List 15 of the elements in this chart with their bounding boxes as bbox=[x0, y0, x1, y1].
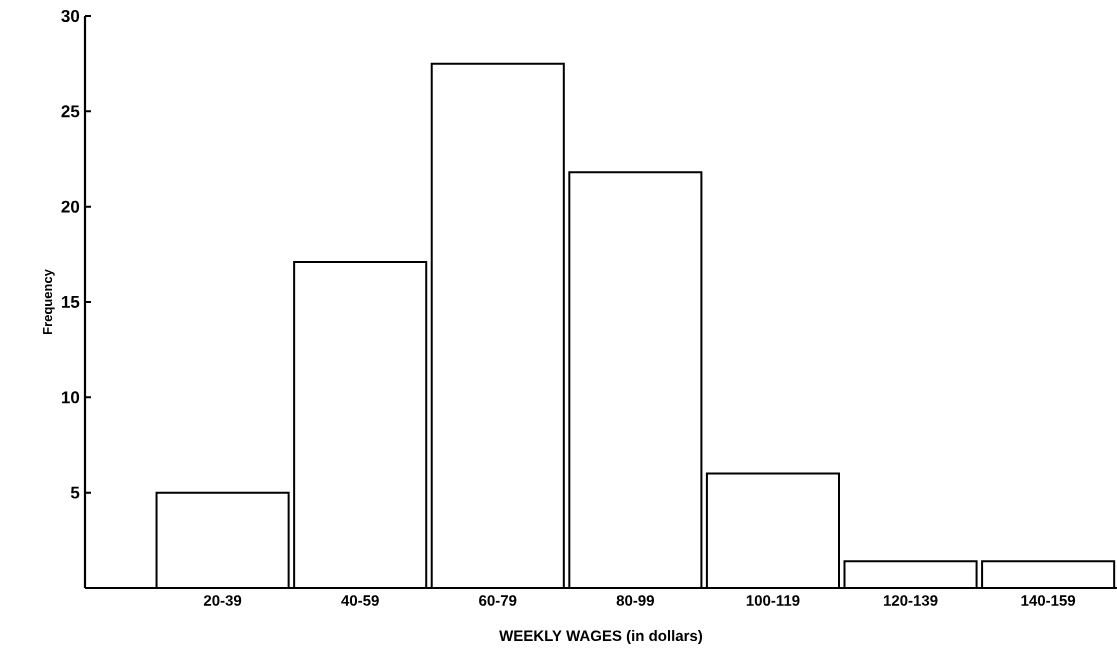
y-axis-title: Frequency bbox=[43, 269, 55, 335]
x-tick-label: 80-99 bbox=[616, 595, 654, 606]
y-tick-label: 10 bbox=[61, 391, 80, 404]
x-tick-label: 100-119 bbox=[746, 595, 800, 606]
x-tick-label: 60-79 bbox=[479, 595, 517, 606]
y-tick-label: 25 bbox=[61, 105, 80, 118]
x-tick-label: 20-39 bbox=[203, 595, 242, 606]
y-tick-label: 5 bbox=[70, 486, 80, 499]
x-tick-label: 120-139 bbox=[883, 595, 938, 606]
x-tick-label: 40-59 bbox=[341, 595, 379, 606]
y-tick-label: 30 bbox=[61, 9, 80, 23]
y-tick-label: 15 bbox=[61, 296, 80, 308]
y-tick-label: 20 bbox=[61, 200, 80, 213]
x-axis-title: WEEKLY WAGES (in dollars) bbox=[499, 630, 703, 645]
x-tick-label: 140-159 bbox=[1021, 595, 1076, 606]
